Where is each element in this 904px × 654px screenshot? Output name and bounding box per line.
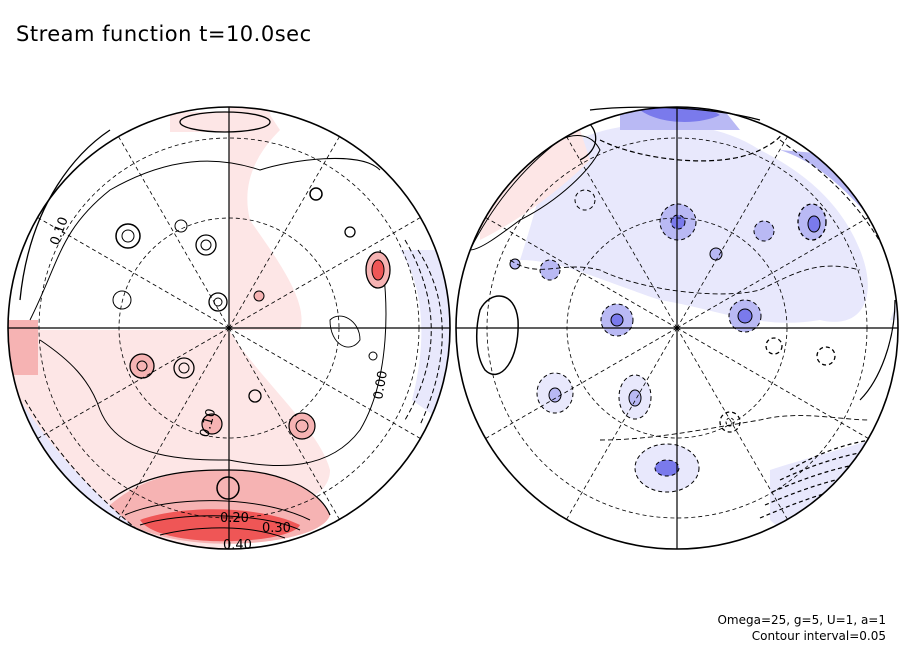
- contour-interval-line: Contour interval=0.05: [751, 629, 886, 643]
- parameter-line: Omega=25, g=5, U=1, a=1: [717, 613, 886, 627]
- parameter-annotation: Omega=25, g=5, U=1, a=1 Contour interval…: [717, 612, 886, 644]
- contour-label: 0.40: [223, 538, 252, 553]
- plot-title: Stream function t=10.0sec: [16, 22, 312, 46]
- right-hemisphere-outline: [455, 106, 899, 550]
- left-hemisphere: 0.10 0.00 0.10 0.20 0.30 0.40: [7, 106, 451, 553]
- right-hemisphere: [455, 106, 899, 550]
- positive-region: [229, 107, 302, 330]
- contour-label: 0.20: [220, 511, 249, 526]
- left-hemisphere-outline: [7, 106, 451, 550]
- contour-label: 0.10: [197, 407, 219, 439]
- contour-label: 0.30: [262, 521, 291, 536]
- contour-label: 0.00: [371, 370, 391, 401]
